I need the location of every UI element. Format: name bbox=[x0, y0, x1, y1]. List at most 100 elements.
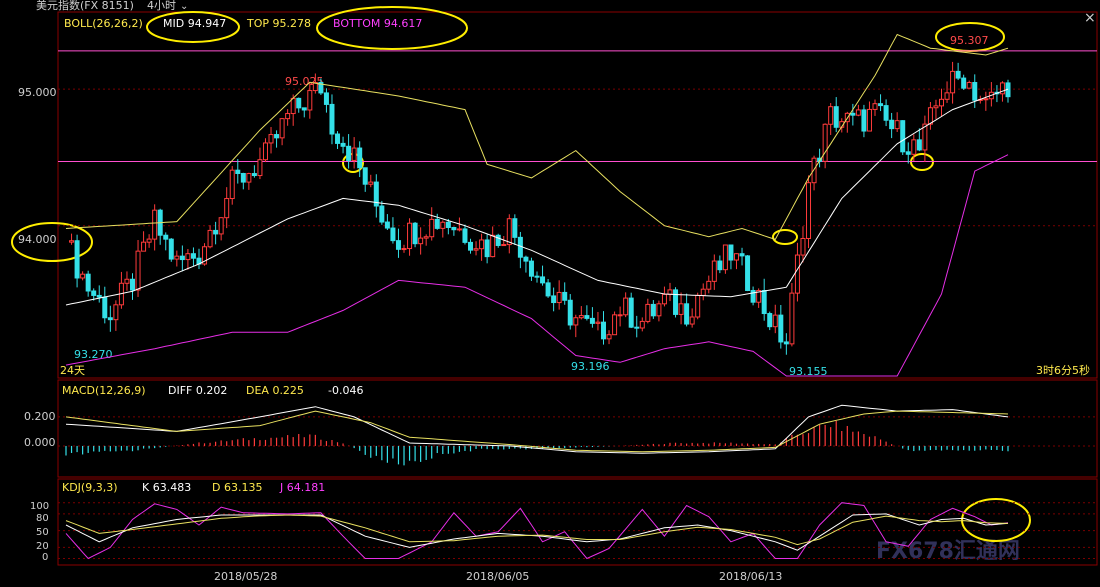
candle-body bbox=[534, 275, 540, 278]
boll-top-value: TOP 95.278 bbox=[246, 17, 311, 30]
candle-body bbox=[301, 107, 307, 111]
kdj-label: KDJ(9,3,3) bbox=[62, 481, 118, 494]
boll-mid-value: MID 94.947 bbox=[163, 17, 226, 30]
candle-body bbox=[750, 289, 756, 303]
candle-body bbox=[251, 173, 257, 177]
candle-body bbox=[456, 228, 462, 231]
candle-body bbox=[329, 103, 335, 135]
candle-body bbox=[689, 316, 695, 325]
candle-body bbox=[828, 106, 834, 125]
candle-body bbox=[268, 134, 274, 144]
candle-body bbox=[279, 118, 285, 139]
candle-body bbox=[357, 147, 363, 169]
candle-body bbox=[124, 278, 130, 284]
boll-mid-line bbox=[65, 88, 1009, 306]
candle-body bbox=[706, 280, 712, 290]
candle-body bbox=[939, 98, 945, 107]
candle-body bbox=[717, 260, 723, 271]
candle-body bbox=[74, 240, 80, 279]
candle-body bbox=[695, 294, 701, 318]
price-ytick-94: 94.000 bbox=[18, 233, 57, 246]
candle-body bbox=[556, 291, 562, 304]
candle-body bbox=[822, 123, 828, 162]
candle-body bbox=[235, 169, 241, 174]
macd-panel-frame bbox=[57, 379, 1098, 478]
candle-body bbox=[473, 248, 479, 251]
candle-body bbox=[922, 123, 928, 151]
candle-body bbox=[545, 282, 551, 297]
candle-body bbox=[440, 221, 446, 229]
candle-body bbox=[761, 289, 767, 315]
annotation-bottom bbox=[316, 6, 468, 50]
candle-body bbox=[617, 314, 623, 317]
close-icon[interactable]: × bbox=[1084, 10, 1096, 26]
candle-body bbox=[418, 237, 424, 245]
candle-body bbox=[229, 169, 235, 200]
candle-body bbox=[174, 255, 180, 260]
candle-body bbox=[667, 289, 673, 295]
candle-body bbox=[733, 253, 739, 261]
watermark: FX678汇通网 bbox=[876, 539, 1020, 564]
candle-body bbox=[745, 255, 751, 291]
price-mark-low1: 93.270 bbox=[74, 348, 113, 361]
kdj-panel-frame bbox=[57, 478, 1098, 566]
candle-body bbox=[983, 98, 989, 101]
candle-body bbox=[69, 240, 75, 243]
candle-body bbox=[501, 244, 507, 247]
kdj-k-value: K 63.483 bbox=[142, 481, 191, 494]
candle-body bbox=[861, 109, 867, 132]
candle-body bbox=[312, 82, 318, 92]
macd-dea-value: DEA 0.225 bbox=[246, 384, 304, 397]
candle-body bbox=[911, 139, 917, 155]
candle-body bbox=[434, 218, 440, 229]
candle-body bbox=[373, 181, 379, 207]
candle-body bbox=[950, 70, 956, 94]
candle-body bbox=[562, 291, 568, 301]
candle-body bbox=[96, 294, 102, 298]
candle-body bbox=[916, 139, 922, 151]
candle-body bbox=[756, 289, 762, 303]
boll-upper-line bbox=[65, 33, 1009, 241]
price-panel-frame bbox=[57, 11, 1098, 379]
candle-body bbox=[152, 209, 158, 240]
candle-body bbox=[274, 134, 280, 139]
kdj-ytick-0: 0 bbox=[42, 552, 48, 563]
candle-body bbox=[739, 253, 745, 257]
candle-body bbox=[966, 82, 972, 89]
candle-body bbox=[645, 303, 651, 322]
candle-body bbox=[445, 221, 451, 228]
period-selector[interactable]: 4小时 bbox=[147, 0, 176, 12]
boll-lower-line bbox=[65, 154, 1009, 377]
candle-body bbox=[883, 105, 889, 121]
candle-body bbox=[202, 246, 208, 265]
xtick-0528: 2018/05/28 bbox=[214, 570, 277, 583]
macd-diff-value: DIFF 0.202 bbox=[168, 384, 227, 397]
candle-body bbox=[872, 103, 878, 110]
candle-body bbox=[512, 218, 518, 238]
kdj-j-value: J 64.181 bbox=[279, 481, 325, 494]
countdown-timer: 3时6分5秒 bbox=[1036, 363, 1090, 377]
candle-body bbox=[772, 314, 778, 328]
candle-body bbox=[722, 244, 728, 271]
candle-body bbox=[573, 317, 579, 326]
annotation-candle-2 bbox=[772, 229, 798, 245]
candle-body bbox=[484, 239, 490, 258]
candle-body bbox=[262, 142, 268, 161]
boll-label: BOLL(26,26,2) bbox=[64, 17, 143, 30]
candle-body bbox=[401, 248, 407, 251]
candle-body bbox=[412, 222, 418, 245]
candle-body bbox=[218, 217, 224, 235]
annotation-mid bbox=[146, 11, 240, 43]
candle-body bbox=[185, 253, 191, 261]
candle-body bbox=[462, 228, 468, 243]
candle-body bbox=[678, 303, 684, 315]
candle-body bbox=[606, 334, 612, 340]
candle-body bbox=[190, 253, 196, 259]
candle-body bbox=[107, 317, 113, 321]
period-chevron-icon[interactable]: ⌄ bbox=[180, 1, 188, 12]
kdj-ytick-100: 100 bbox=[30, 501, 49, 512]
candle-body bbox=[595, 321, 601, 324]
candle-body bbox=[711, 260, 717, 282]
candle-body bbox=[479, 239, 485, 250]
candle-body bbox=[850, 112, 856, 116]
